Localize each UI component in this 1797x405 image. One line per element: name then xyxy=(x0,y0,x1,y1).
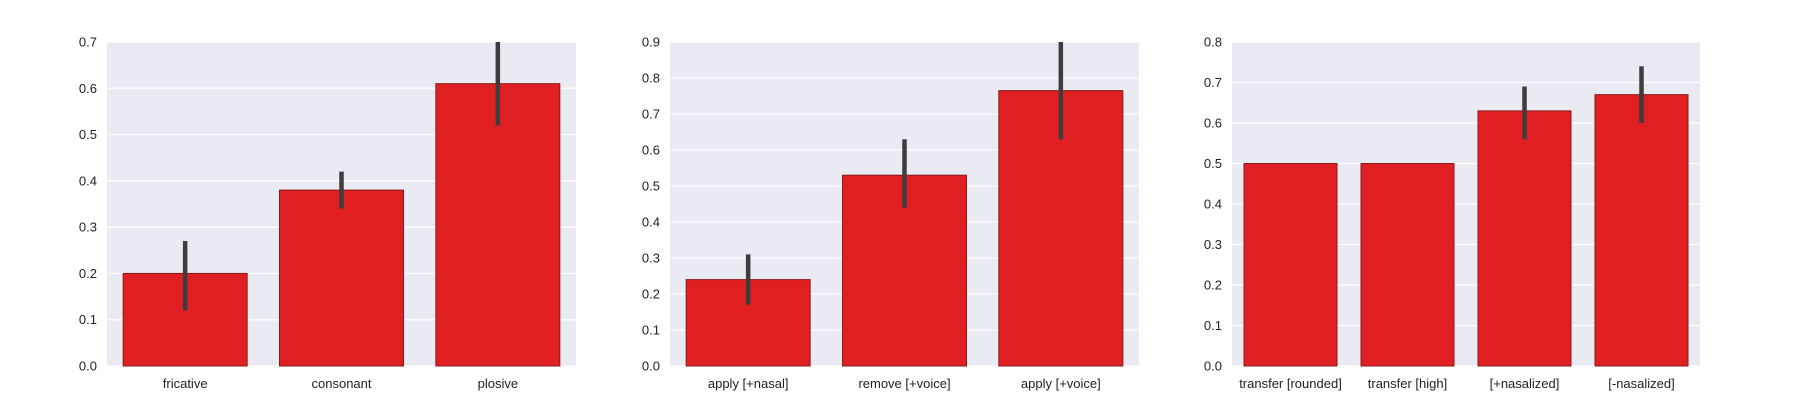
chart-panel-3: 0.0 0.1 0.2 0.3 0.4 0.5 0.6 0.7 0.8 transfer [rou… xyxy=(1204,35,1700,391)
y-tick-label: 0.9 xyxy=(642,35,660,50)
y-tick-label: 0.1 xyxy=(642,323,660,338)
y-tick-label: 0.2 xyxy=(642,287,660,302)
y-tick-label: 0.1 xyxy=(79,312,97,327)
x-tick-label: plosive xyxy=(478,376,518,391)
x-tick-label: apply [+nasal] xyxy=(708,376,789,391)
y-tick-label: 0.6 xyxy=(642,143,660,158)
y-tick-label: 0.4 xyxy=(79,173,97,188)
y-tick-label: 0.7 xyxy=(79,35,97,50)
y-tick-label: 0.4 xyxy=(1204,197,1222,212)
y-tick-label: 0.1 xyxy=(1204,318,1222,333)
y-tick-label: 0.5 xyxy=(1204,156,1222,171)
y-tick-label: 0.0 xyxy=(1204,359,1222,374)
x-tick-label: fricative xyxy=(163,376,208,391)
bar xyxy=(1594,94,1689,367)
y-tick-label: 0.5 xyxy=(642,179,660,194)
chart-panel-2: 0.0 0.1 0.2 0.3 0.4 0.5 0.6 0.7 0.8 0.9 apply [+na… xyxy=(642,35,1139,391)
y-tick-label: 0.8 xyxy=(642,71,660,86)
y-tick-label: 0.5 xyxy=(79,127,97,142)
y-tick-label: 0.3 xyxy=(1204,237,1222,252)
bar xyxy=(1360,163,1455,367)
y-tick-label: 0.6 xyxy=(79,81,97,96)
y-tick-label: 0.3 xyxy=(642,251,660,266)
bar xyxy=(279,189,404,367)
y-tick-label: 0.2 xyxy=(1204,278,1222,293)
x-tick-label: consonant xyxy=(312,376,372,391)
x-tick-label: transfer [rounded] xyxy=(1239,376,1342,391)
x-tick-label: remove [+voice] xyxy=(858,376,950,391)
y-tick-label: 0.8 xyxy=(1204,35,1222,50)
bar xyxy=(435,83,561,367)
x-tick-label: [+nasalized] xyxy=(1490,376,1560,391)
x-tick-label: apply [+voice] xyxy=(1021,376,1101,391)
y-tick-label: 0.7 xyxy=(1204,75,1222,90)
y-tick-label: 0.6 xyxy=(1204,116,1222,131)
y-tick-label: 0.0 xyxy=(642,359,660,374)
bar xyxy=(1477,110,1572,367)
y-tick-label: 0.7 xyxy=(642,107,660,122)
x-tick-label: transfer [high] xyxy=(1368,376,1448,391)
y-tick-label: 0.2 xyxy=(79,266,97,281)
y-tick-label: 0.0 xyxy=(79,359,97,374)
y-tick-label: 0.4 xyxy=(642,215,660,230)
bar xyxy=(1243,163,1338,367)
x-tick-label: [-nasalized] xyxy=(1608,376,1674,391)
y-tick-label: 0.3 xyxy=(79,220,97,235)
chart-panel-1: 0.0 0.1 0.2 0.3 0.4 0.5 0.6 0.7 fricative consona… xyxy=(79,35,576,391)
